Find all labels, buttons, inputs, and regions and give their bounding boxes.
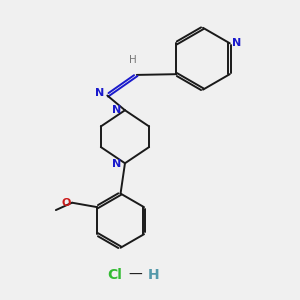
Text: N: N: [232, 38, 242, 48]
Text: O: O: [61, 198, 71, 208]
Text: N: N: [112, 105, 122, 115]
Text: N: N: [112, 159, 122, 169]
Text: —: —: [128, 268, 142, 282]
Text: H: H: [129, 55, 137, 64]
Text: H: H: [148, 268, 159, 282]
Text: Cl: Cl: [107, 268, 122, 282]
Text: N: N: [94, 88, 104, 98]
